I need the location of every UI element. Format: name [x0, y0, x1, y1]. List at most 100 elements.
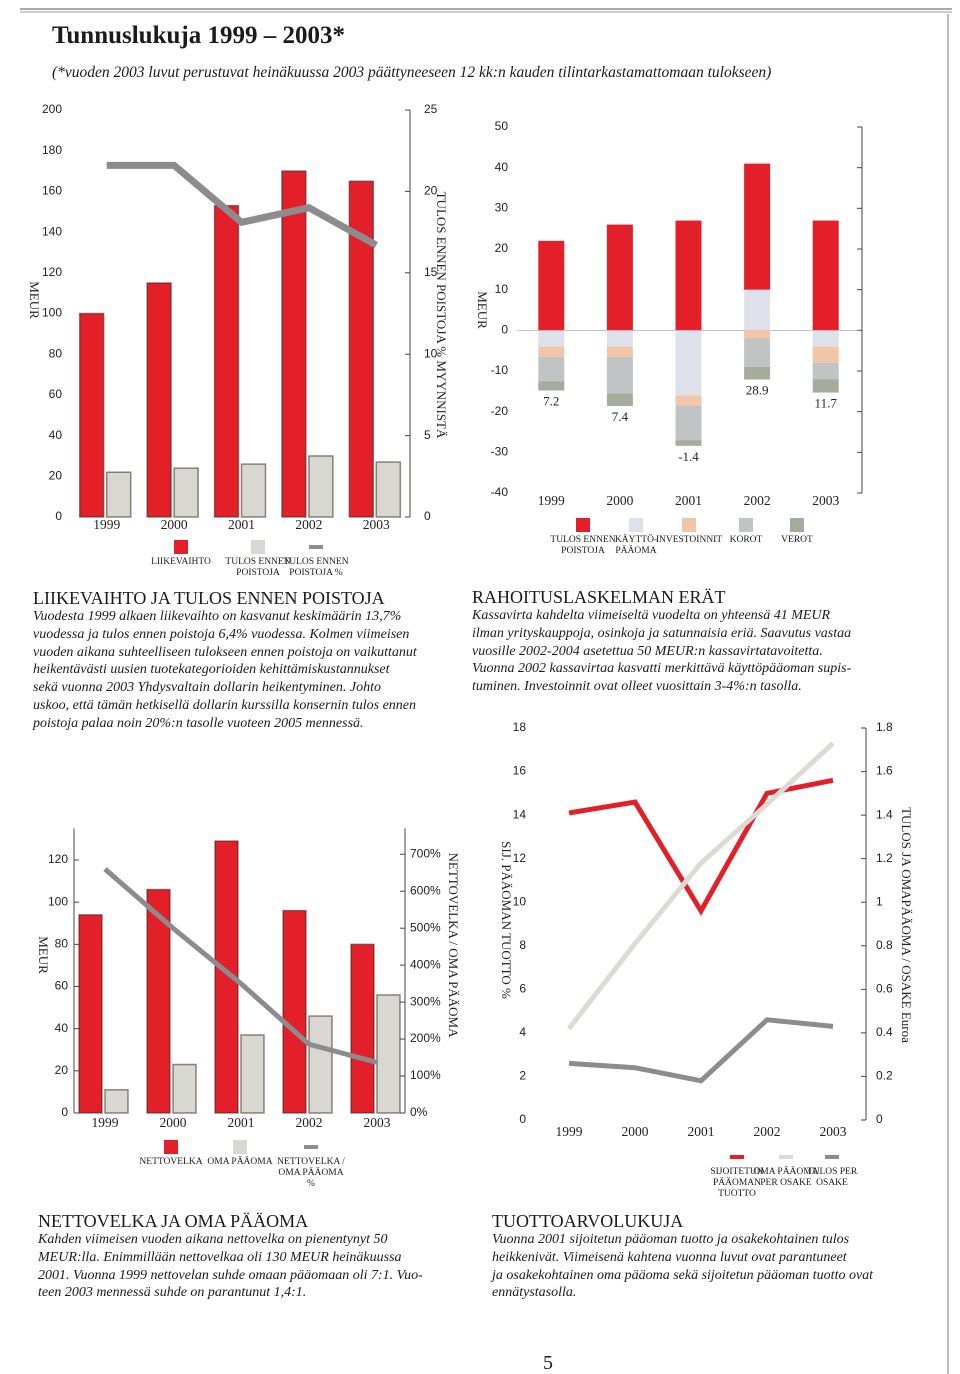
- paragraph-line: MEUR:lla. Enimmillään nettovelkaa oli 13…: [38, 1249, 402, 1265]
- bar-segment: [606, 346, 633, 357]
- legend-label: NETTOVELKA / OMA PÄÄOMA %: [277, 1157, 345, 1189]
- x-tick-label: 2001: [688, 1124, 715, 1139]
- bar-segment: [675, 440, 702, 446]
- y2-tick-label: 400%: [410, 957, 441, 971]
- bar-segment: [538, 240, 565, 331]
- bar: [213, 204, 240, 518]
- bar-segment: [606, 224, 633, 331]
- y-tick-label: 10: [495, 282, 509, 296]
- legend-label: TULOS ENNEN POISTOJA %: [283, 557, 349, 578]
- y-tick-label: 140: [42, 224, 62, 238]
- legend-swatch: [629, 518, 643, 532]
- legend-label: TULOS ENNEN POISTOJA: [225, 557, 291, 578]
- paragraph-line: Kassavirta kahdelta viimeiseltä vuodelta…: [472, 608, 831, 623]
- bar-segment: [606, 393, 633, 406]
- paragraph-line: tuminen. Investoinnit ovat olleet vuosit…: [472, 679, 802, 695]
- data-line: [568, 777, 834, 916]
- data-line: [567, 741, 835, 1031]
- bar-segment: [812, 346, 839, 363]
- x-tick-label: 2003: [363, 517, 390, 532]
- legend-swatch: [739, 518, 753, 532]
- y2-tick-label: 700%: [410, 846, 441, 860]
- bar-segment: [744, 338, 771, 367]
- x-tick-label: 1999: [92, 1115, 119, 1130]
- legend-label: NETTOVELKA: [139, 1157, 203, 1167]
- bar: [282, 909, 307, 1114]
- y-tick-label: 20: [49, 468, 63, 482]
- y-tick-label: 40: [49, 428, 63, 442]
- bar: [240, 1034, 265, 1114]
- y-tick-label: 12: [513, 851, 527, 865]
- y2-tick-label: 1.2: [876, 851, 893, 865]
- x-tick-label: 2003: [364, 1115, 391, 1130]
- y-axis-label: MEUR: [27, 281, 42, 319]
- y-tick-label: 30: [495, 201, 509, 215]
- paragraph-line: vuodessa ja tulos ennen poistoja 6,4% vu…: [33, 626, 410, 642]
- y-tick-label: 40: [55, 1021, 69, 1035]
- y2-tick-label: 0: [424, 509, 431, 523]
- y2-tick-label: 1.8: [876, 720, 893, 734]
- y-tick-label: -30: [491, 445, 509, 459]
- y-tick-label: -10: [491, 363, 509, 377]
- bar: [375, 461, 402, 518]
- legend-label: TULOS PER OSAKE: [806, 1167, 858, 1188]
- bar: [104, 1089, 129, 1114]
- section-heading: TUOTTOARVOLUKUJA: [492, 1211, 684, 1231]
- legend-swatch: [682, 518, 696, 532]
- legend-swatch: [825, 1155, 839, 1159]
- bar-segment: [812, 379, 839, 393]
- section-heading: LIIKEVAIHTO JA TULOS ENNEN POISTOJA: [33, 588, 385, 608]
- y-tick-label: 10: [513, 894, 527, 908]
- y2-tick-label: 500%: [410, 920, 441, 934]
- x-tick-label: 1999: [538, 493, 565, 508]
- total-label: 11.7: [815, 396, 838, 411]
- legend-label: SIJOITETUN PÄÄOMAN TUOTTO: [710, 1167, 764, 1199]
- paragraph-line: ilman yrityskauppoja, osinkoja ja satunn…: [472, 625, 852, 641]
- bar: [105, 471, 132, 518]
- y2-tick-label: 0.8: [876, 938, 893, 952]
- x-tick-label: 2003: [820, 1124, 847, 1139]
- legend-swatch: [576, 518, 590, 532]
- bar-segment: [538, 330, 565, 347]
- y2-tick-label: 0.2: [876, 1069, 893, 1083]
- y-tick-label: 100: [48, 894, 68, 908]
- legend-label: VEROT: [781, 535, 813, 545]
- y-tick-label: 60: [55, 979, 69, 993]
- x-tick-label: 2003: [812, 493, 839, 508]
- y-tick-label: 20: [55, 1063, 69, 1077]
- bar-segment: [744, 289, 771, 331]
- bar-segment: [675, 405, 702, 441]
- y2-tick-label: 25: [424, 102, 438, 116]
- paragraph-line: poistoja palaa noin 20%:n tasolle vuotee…: [33, 715, 364, 731]
- page-number: 5: [543, 1352, 553, 1374]
- bar-segment: [606, 356, 633, 394]
- y-tick-label: 20: [495, 241, 509, 255]
- bar: [172, 1063, 197, 1114]
- x-tick-label: 2002: [754, 1124, 781, 1139]
- y2-tick-label: 20: [424, 184, 438, 198]
- y-tick-label: 18: [513, 720, 527, 734]
- y-tick-label: 60: [49, 387, 63, 401]
- y-axis-label: MEUR: [36, 936, 51, 974]
- y-axis-label: SIJ. PÄÄOMAN TUOTTO %: [499, 841, 514, 999]
- legend-swatch: [309, 545, 323, 549]
- paragraph-line: Vuodesta 1999 alkaen liikevaihto on kasv…: [33, 609, 402, 624]
- data-line: [568, 1017, 834, 1084]
- paragraph-line: vuosille 2002-2004 asetettua 50 MEUR:n k…: [472, 643, 823, 659]
- bar-segment: [744, 330, 771, 339]
- legend-label: KOROT: [729, 535, 763, 545]
- legend-label: LIIKEVAIHTO: [151, 557, 211, 567]
- total-label: 28.9: [746, 383, 769, 398]
- section-heading: RAHOITUSLASKELMAN ERÄT: [472, 587, 726, 607]
- bar: [146, 888, 171, 1114]
- y2-axis-label: TULOS ENNEN POISTOJA % MYYNNISTÄ: [434, 192, 449, 439]
- x-tick-label: 2000: [160, 1115, 187, 1130]
- y-tick-label: 0: [519, 1112, 526, 1126]
- y-tick-label: 6: [519, 982, 526, 996]
- y-tick-label: 80: [49, 346, 63, 360]
- x-tick-label: 2001: [228, 1115, 255, 1130]
- y2-tick-label: 1.4: [876, 807, 893, 821]
- y-tick-label: 120: [42, 265, 62, 279]
- bar-segment: [812, 330, 839, 347]
